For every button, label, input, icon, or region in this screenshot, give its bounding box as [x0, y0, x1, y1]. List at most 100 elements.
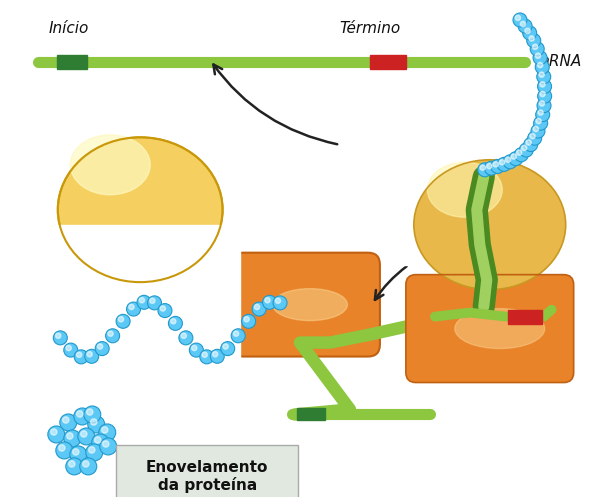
- Circle shape: [95, 437, 101, 443]
- Circle shape: [78, 428, 95, 445]
- Circle shape: [531, 124, 545, 138]
- Circle shape: [528, 131, 542, 145]
- FancyBboxPatch shape: [406, 275, 573, 382]
- Bar: [45, 225, 240, 498]
- Circle shape: [73, 449, 79, 455]
- Circle shape: [521, 145, 527, 150]
- Circle shape: [62, 417, 69, 423]
- Circle shape: [524, 137, 538, 151]
- Circle shape: [137, 295, 151, 309]
- Circle shape: [102, 427, 108, 433]
- Circle shape: [536, 60, 549, 74]
- Circle shape: [192, 345, 197, 351]
- Circle shape: [99, 424, 116, 441]
- Text: mRNA: mRNA: [535, 54, 582, 69]
- Circle shape: [520, 21, 526, 26]
- Circle shape: [527, 33, 541, 47]
- Circle shape: [150, 298, 155, 303]
- Circle shape: [89, 447, 95, 453]
- Circle shape: [95, 342, 109, 356]
- Ellipse shape: [58, 137, 223, 282]
- Circle shape: [74, 408, 91, 425]
- Circle shape: [506, 157, 510, 162]
- Circle shape: [60, 414, 76, 431]
- Circle shape: [533, 51, 547, 65]
- Circle shape: [118, 317, 124, 322]
- Text: Enovelamento
da proteína: Enovelamento da proteína: [146, 460, 268, 493]
- Circle shape: [84, 349, 99, 363]
- Circle shape: [231, 329, 245, 343]
- Circle shape: [499, 160, 505, 165]
- Circle shape: [66, 345, 72, 351]
- Circle shape: [480, 165, 485, 170]
- FancyBboxPatch shape: [231, 252, 380, 357]
- Ellipse shape: [70, 135, 150, 195]
- Circle shape: [51, 429, 57, 435]
- Circle shape: [537, 80, 551, 94]
- Circle shape: [523, 26, 537, 40]
- Ellipse shape: [427, 162, 502, 217]
- Circle shape: [74, 350, 88, 364]
- Circle shape: [97, 344, 103, 349]
- Circle shape: [181, 333, 187, 339]
- Circle shape: [255, 304, 259, 310]
- Circle shape: [158, 304, 172, 318]
- Circle shape: [100, 438, 117, 455]
- Text: Término: Término: [339, 21, 400, 36]
- Circle shape: [526, 140, 531, 145]
- Circle shape: [493, 162, 498, 167]
- Circle shape: [263, 295, 277, 309]
- Circle shape: [88, 416, 105, 433]
- Circle shape: [252, 302, 266, 316]
- Circle shape: [273, 296, 287, 310]
- Circle shape: [92, 434, 109, 451]
- Circle shape: [484, 161, 498, 175]
- Circle shape: [56, 333, 61, 339]
- Bar: [390, 235, 589, 264]
- Circle shape: [67, 433, 73, 439]
- Circle shape: [513, 13, 527, 27]
- Circle shape: [538, 110, 543, 115]
- Circle shape: [200, 350, 214, 364]
- Circle shape: [517, 150, 522, 155]
- Circle shape: [515, 15, 521, 20]
- Ellipse shape: [455, 309, 545, 349]
- Circle shape: [540, 92, 545, 97]
- Circle shape: [59, 445, 65, 451]
- Circle shape: [86, 409, 93, 415]
- FancyBboxPatch shape: [116, 445, 298, 498]
- Circle shape: [84, 406, 101, 423]
- Circle shape: [536, 108, 550, 122]
- Circle shape: [83, 461, 89, 467]
- Circle shape: [514, 148, 528, 162]
- Circle shape: [129, 304, 134, 310]
- Ellipse shape: [414, 160, 565, 290]
- Circle shape: [211, 349, 224, 363]
- Circle shape: [221, 342, 235, 356]
- Circle shape: [223, 344, 228, 349]
- Circle shape: [140, 298, 144, 303]
- Circle shape: [244, 317, 249, 322]
- Circle shape: [66, 458, 83, 475]
- Circle shape: [487, 163, 492, 169]
- Circle shape: [539, 101, 545, 106]
- Circle shape: [171, 319, 176, 324]
- Circle shape: [265, 298, 270, 303]
- Text: Início: Início: [48, 21, 89, 36]
- Circle shape: [116, 314, 130, 328]
- Circle shape: [491, 159, 505, 173]
- Circle shape: [532, 44, 538, 49]
- Circle shape: [533, 126, 539, 131]
- Circle shape: [511, 154, 517, 159]
- Circle shape: [519, 143, 533, 157]
- Circle shape: [537, 62, 543, 68]
- Circle shape: [530, 133, 536, 139]
- Circle shape: [70, 446, 87, 463]
- Circle shape: [212, 352, 218, 357]
- Circle shape: [81, 431, 87, 437]
- Circle shape: [56, 442, 73, 459]
- Circle shape: [497, 157, 511, 171]
- Bar: [297, 408, 325, 420]
- Circle shape: [503, 155, 517, 169]
- Circle shape: [509, 151, 523, 166]
